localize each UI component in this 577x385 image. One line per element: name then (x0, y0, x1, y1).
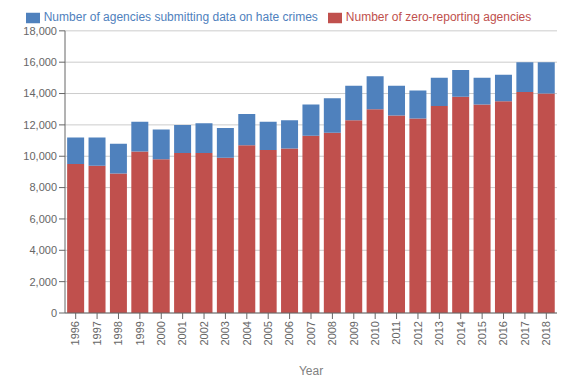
svg-text:2006: 2006 (283, 321, 295, 345)
svg-text:18,000: 18,000 (23, 25, 57, 37)
svg-text:2007: 2007 (305, 321, 317, 345)
html-text:Number of agencies submitting: Number of agencies submitting data on ha… (43, 10, 318, 24)
svg-text:0: 0 (51, 307, 57, 319)
svg-text:2000: 2000 (155, 321, 167, 345)
svg-text:2004: 2004 (241, 321, 253, 345)
svg-text:2016: 2016 (497, 321, 509, 345)
svg-text:12,000: 12,000 (23, 119, 57, 131)
svg-text:2013: 2013 (433, 321, 445, 345)
svg-text:2011: 2011 (390, 321, 402, 345)
html-text:Number of zero-reporting agenc: Number of zero-reporting agencies (345, 10, 532, 24)
svg-text:2017: 2017 (519, 321, 531, 345)
svg-text:8,000: 8,000 (29, 181, 57, 193)
svg-text:6,000: 6,000 (29, 213, 57, 225)
svg-text:2003: 2003 (219, 321, 231, 345)
svg-text:2008: 2008 (326, 321, 338, 345)
svg-text:2009: 2009 (348, 321, 360, 345)
svg-text:1997: 1997 (91, 321, 103, 345)
svg-text:10,000: 10,000 (23, 150, 57, 162)
svg-text:14,000: 14,000 (23, 87, 57, 99)
svg-text:2002: 2002 (198, 321, 210, 345)
svg-text:1998: 1998 (112, 321, 124, 345)
svg-text:2018: 2018 (540, 321, 552, 345)
svg-text:1996: 1996 (70, 321, 82, 345)
svg-text:2015: 2015 (476, 321, 488, 345)
svg-text:2001: 2001 (176, 321, 188, 345)
svg-text:1999: 1999 (134, 321, 146, 345)
svg-text:Year: Year (299, 364, 323, 378)
svg-text:2014: 2014 (455, 321, 467, 345)
svg-text:2010: 2010 (369, 321, 381, 345)
svg-text:2,000: 2,000 (29, 276, 57, 288)
svg-text:2012: 2012 (412, 321, 424, 345)
svg-text:16,000: 16,000 (23, 56, 57, 68)
svg-text:2005: 2005 (262, 321, 274, 345)
svg-text:4,000: 4,000 (29, 244, 57, 256)
